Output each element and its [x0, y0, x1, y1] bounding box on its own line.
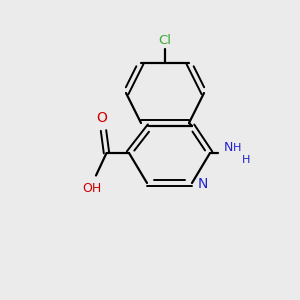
- Text: OH: OH: [82, 182, 101, 194]
- Text: Cl: Cl: [158, 34, 172, 46]
- Text: H: H: [242, 154, 250, 165]
- Text: N: N: [197, 178, 208, 191]
- Text: O: O: [97, 111, 107, 125]
- Text: H: H: [233, 142, 242, 153]
- Text: N: N: [224, 141, 233, 154]
